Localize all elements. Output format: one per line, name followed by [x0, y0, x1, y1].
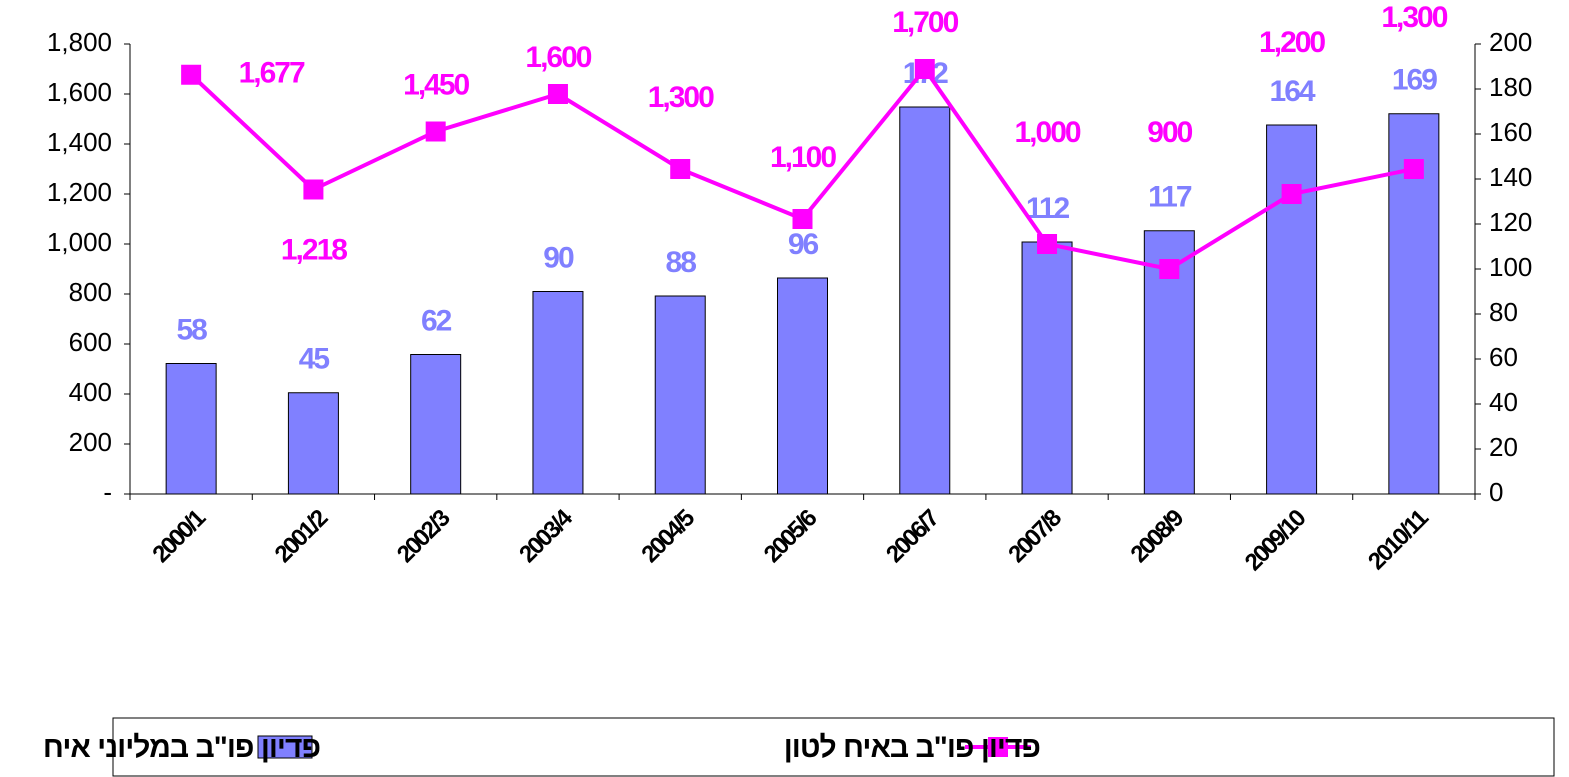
line-marker	[670, 159, 691, 179]
bar	[410, 354, 462, 495]
y2-tick-label: 100	[1489, 252, 1532, 282]
y2-tick-label: 140	[1489, 162, 1532, 192]
line-value-label: 1,450	[403, 68, 469, 101]
y2-tick-label: 20	[1489, 432, 1518, 462]
bar	[777, 277, 828, 495]
line-value-label: 1,218	[281, 233, 347, 266]
legend-label: פדיון פו"ב במליוני איח	[43, 731, 320, 764]
y2-tick-label: 200	[1489, 27, 1532, 57]
line-marker	[1159, 259, 1180, 279]
x-tick-label: 2006/7	[881, 504, 945, 568]
y-tick-label: 600	[69, 327, 112, 357]
y-tick-label: 1,000	[47, 227, 112, 257]
line-value-label: 1,677	[239, 57, 305, 90]
legend-swatch	[988, 737, 1008, 757]
x-tick-label: 2005/6	[759, 504, 823, 568]
x-tick-label: 2000/1	[147, 504, 211, 568]
line-value-label: 1,300	[648, 81, 714, 114]
bar-value-label: 88	[666, 246, 697, 279]
bar	[1021, 241, 1073, 495]
line-value-label: 1,700	[892, 6, 958, 39]
x-tick-label: 2002/3	[392, 504, 456, 568]
line-value-label: 900	[1147, 116, 1192, 149]
y2-tick-label: 120	[1489, 207, 1532, 237]
line-marker	[914, 59, 935, 79]
x-tick-label: 2004/5	[636, 504, 700, 568]
bar	[532, 291, 584, 495]
bar	[287, 392, 339, 495]
bar-value-label: 96	[788, 228, 819, 261]
line-marker	[181, 64, 202, 85]
line-value-label: 1,600	[525, 41, 591, 74]
y2-tick-label: 40	[1489, 387, 1518, 417]
bar	[899, 106, 951, 495]
line-marker	[303, 179, 324, 200]
y2-tick-label: 60	[1489, 342, 1518, 372]
y2-tick-label: 180	[1489, 72, 1532, 102]
bar-value-label: 45	[299, 343, 330, 376]
bar-value-label: 62	[421, 304, 452, 337]
y-tick-label: 400	[69, 377, 112, 407]
y-tick-label: 200	[69, 427, 112, 457]
legend-box	[112, 717, 1555, 777]
legend-swatch	[257, 735, 313, 759]
x-tick-label: 2003/4	[514, 504, 578, 568]
x-tick-label: 2001/2	[270, 504, 334, 568]
bar	[165, 363, 217, 495]
line-marker	[425, 121, 446, 142]
x-tick-label: 2010/11	[1363, 504, 1434, 575]
line-marker	[547, 84, 568, 104]
line-value-label: 1,000	[1015, 116, 1081, 149]
y-tick-label: 1,400	[47, 127, 112, 157]
line-marker	[1037, 234, 1058, 254]
y-tick-label: 800	[69, 277, 112, 307]
y-tick-label: -	[103, 477, 112, 507]
x-tick-label: 2007/8	[1003, 504, 1067, 568]
bar-value-label: 169	[1392, 64, 1437, 97]
bar-value-label: 117	[1148, 181, 1192, 214]
x-tick-label: 2009/10	[1240, 504, 1312, 576]
bar	[1266, 124, 1318, 495]
x-tick-label: 2008/9	[1126, 504, 1190, 568]
y2-tick-label: 80	[1489, 297, 1518, 327]
y-tick-label: 1,600	[47, 77, 112, 107]
line-marker	[1281, 184, 1302, 204]
line-marker	[792, 209, 813, 229]
line-value-label: 1,300	[1381, 1, 1447, 34]
y-tick-label: 1,200	[47, 177, 112, 207]
bar-value-label: 112	[1026, 192, 1070, 225]
line-marker	[1403, 159, 1424, 179]
legend-label: פדיון פו"ב באיח לטון	[784, 731, 1040, 764]
line-value-label: 1,200	[1259, 26, 1325, 59]
bar-value-label: 164	[1270, 75, 1316, 108]
bar-value-label: 58	[176, 313, 207, 346]
y-tick-label: 1,800	[47, 27, 112, 57]
bar-value-label: 90	[543, 241, 574, 274]
bar	[654, 295, 706, 495]
y2-tick-label: 160	[1489, 117, 1532, 147]
y2-tick-label: 0	[1489, 477, 1503, 507]
line-value-label: 1,100	[770, 141, 836, 174]
